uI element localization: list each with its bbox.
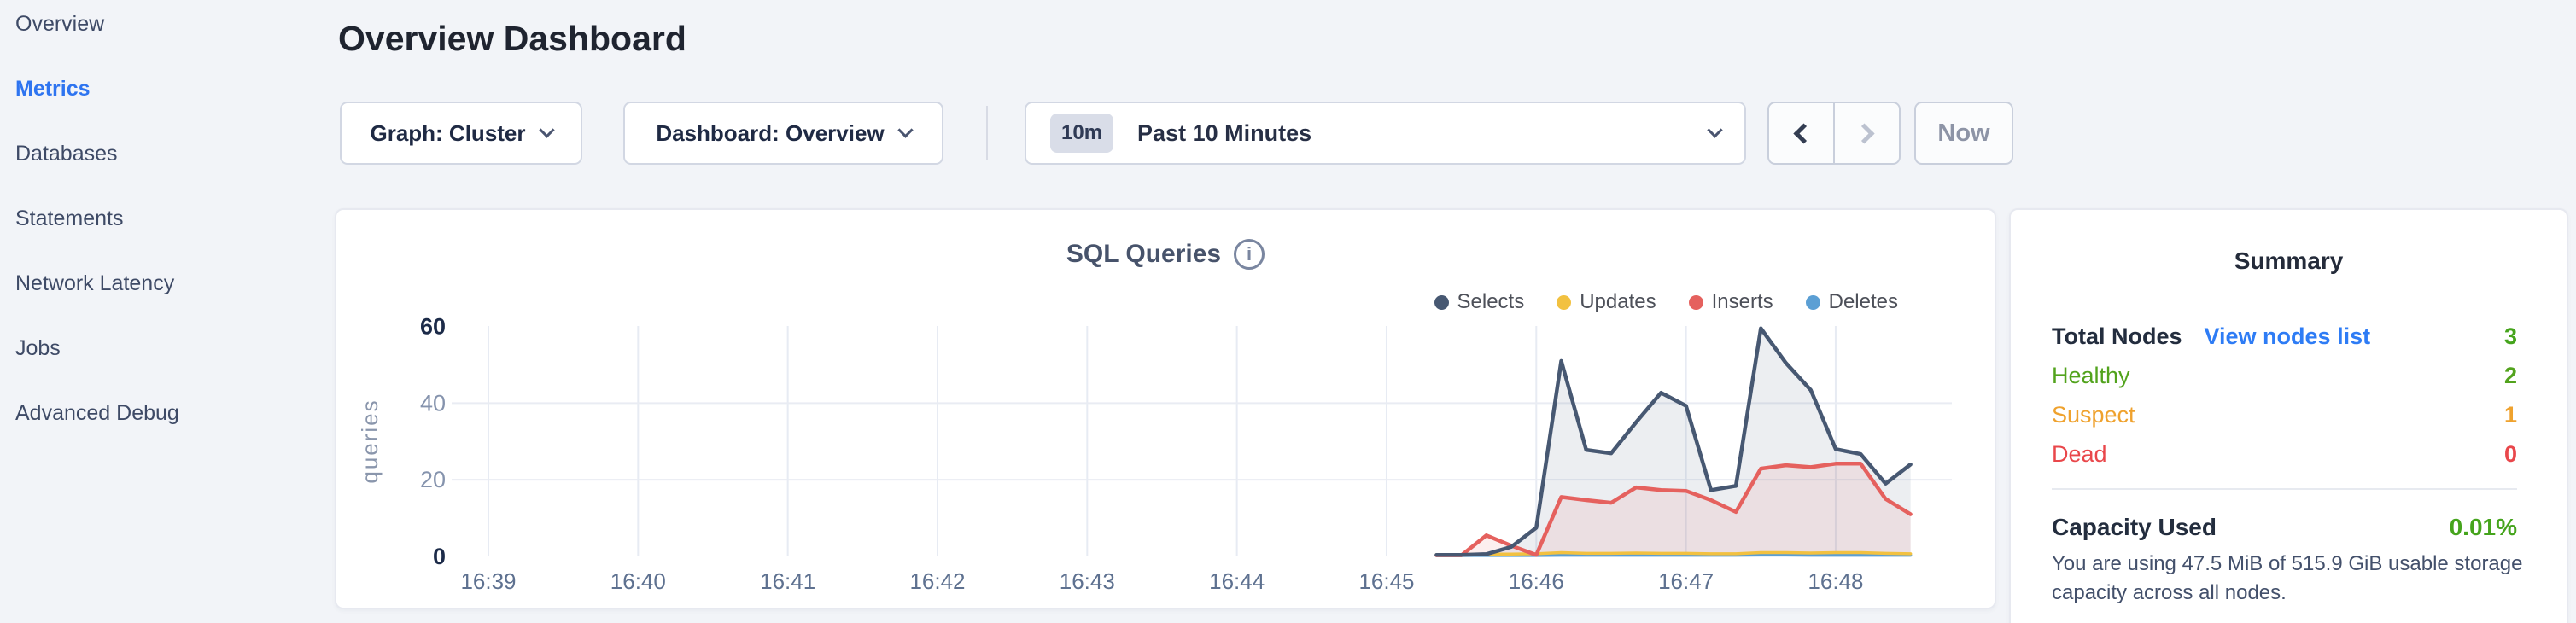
time-range-label: Past 10 Minutes <box>1137 119 1312 146</box>
x-tick-label: 16:45 <box>1358 568 1414 594</box>
x-tick-label: 16:40 <box>610 568 666 594</box>
sidebar-item-advanced-debug[interactable]: Advanced Debug <box>15 401 179 425</box>
sql-queries-chart-card: SQL Queries i Selects Updates Inserts Delet… <box>335 208 1996 609</box>
series-selects-area <box>1436 328 1911 556</box>
sidebar-item-network-latency[interactable]: Network Latency <box>15 271 175 295</box>
summary-title: Summary <box>2234 247 2344 274</box>
summary-row-dead: Dead 0 <box>2052 441 2517 468</box>
view-nodes-list-link[interactable]: View nodes list <box>2204 323 2371 349</box>
capacity-used-value: 0.01% <box>2449 514 2517 540</box>
time-next-button[interactable] <box>1835 103 1899 163</box>
y-tick-label: 0 <box>433 544 446 569</box>
chevron-down-icon <box>1707 122 1723 138</box>
series-selects-line <box>1434 326 1913 557</box>
total-nodes-value: 3 <box>2503 323 2517 349</box>
x-tick-label: 16:46 <box>1509 568 1564 594</box>
dead-label: Dead <box>2052 441 2107 467</box>
chart-legend: Selects Updates Inserts Deletes <box>1434 290 1898 314</box>
chevron-right-icon <box>1854 122 1875 144</box>
x-tick-label: 16:41 <box>760 568 815 594</box>
toolbar-divider <box>986 106 988 160</box>
sidebar-item-jobs[interactable]: Jobs <box>15 336 61 360</box>
chevron-down-icon <box>538 122 555 138</box>
chart-title-row: SQL Queries i <box>336 239 1995 270</box>
legend-label: Updates <box>1580 290 1656 313</box>
x-tick-label: 16:44 <box>1209 568 1265 594</box>
healthy-label: Healthy <box>2052 363 2130 388</box>
x-tick-label: 16:39 <box>460 568 516 594</box>
legend-dot-deletes <box>1805 294 1820 310</box>
legend-item-inserts[interactable]: Inserts <box>1688 290 1773 314</box>
y-tick-label: 60 <box>420 314 446 340</box>
legend-label: Deletes <box>1828 290 1898 313</box>
now-button[interactable]: Now <box>1914 102 2013 165</box>
y-tick-label: 40 <box>420 390 446 416</box>
legend-item-deletes[interactable]: Deletes <box>1805 290 1898 314</box>
summary-panel: Summary Total Nodes View nodes list 3 He… <box>2009 208 2568 623</box>
legend-dot-inserts <box>1688 294 1703 310</box>
sidebar: Overview Metrics Databases Statements Ne… <box>0 0 324 623</box>
page-title: Overview Dashboard <box>338 19 686 58</box>
dead-value: 0 <box>2503 441 2517 467</box>
summary-row-total-nodes: Total Nodes View nodes list 3 <box>2052 323 2517 350</box>
suspect-value: 1 <box>2503 402 2517 428</box>
summary-divider <box>2052 488 2517 490</box>
time-prev-button[interactable] <box>1769 103 1835 163</box>
y-axis-title: queries <box>357 399 383 483</box>
chart-title: SQL Queries <box>1066 240 1222 268</box>
dashboard-dropdown[interactable]: Dashboard: Overview <box>623 102 943 165</box>
legend-dot-selects <box>1434 294 1449 310</box>
graph-dropdown[interactable]: Graph: Cluster <box>340 102 582 165</box>
sql-queries-chart[interactable]: 16:39 16:40 16:41 16:42 16:43 16:44 16:45 16:46… <box>336 210 1998 611</box>
chevron-down-icon <box>897 122 914 138</box>
series-inserts-area <box>1436 463 1911 556</box>
series-updates-line <box>1434 550 1913 556</box>
legend-item-updates[interactable]: Updates <box>1557 290 1656 314</box>
suspect-label: Suspect <box>2052 402 2135 428</box>
sidebar-item-databases[interactable]: Databases <box>15 142 118 166</box>
series-inserts-line <box>1434 462 1913 557</box>
time-range-picker[interactable]: 10m Past 10 Minutes <box>1025 102 1746 165</box>
total-nodes-label: Total Nodes <box>2052 323 2182 349</box>
time-step-buttons <box>1767 102 1901 165</box>
x-tick-label: 16:43 <box>1060 568 1115 594</box>
graph-dropdown-label: Graph: Cluster <box>370 119 526 146</box>
time-range-badge: 10m <box>1050 114 1114 153</box>
capacity-description: You are using 47.5 MiB of 515.9 GiB usab… <box>2052 552 2523 604</box>
y-tick-label: 20 <box>420 467 446 492</box>
info-icon[interactable]: i <box>1234 239 1265 270</box>
x-tick-label: 16:42 <box>909 568 965 594</box>
summary-row-healthy: Healthy 2 <box>2052 363 2517 389</box>
x-tick-label: 16:48 <box>1808 568 1863 594</box>
chevron-left-icon <box>1793 122 1814 144</box>
x-tick-label: 16:47 <box>1658 568 1714 594</box>
summary-row-capacity: Capacity Used 0.01% <box>2052 514 2517 541</box>
sidebar-item-overview[interactable]: Overview <box>15 12 105 36</box>
legend-label: Selects <box>1457 290 1525 313</box>
sidebar-item-statements[interactable]: Statements <box>15 207 124 230</box>
capacity-used-label: Capacity Used <box>2052 514 2217 540</box>
healthy-value: 2 <box>2503 363 2517 388</box>
legend-item-selects[interactable]: Selects <box>1434 290 1525 314</box>
legend-dot-updates <box>1557 294 1572 310</box>
sidebar-item-metrics[interactable]: Metrics <box>15 77 91 101</box>
dashboard-dropdown-label: Dashboard: Overview <box>656 119 885 146</box>
summary-row-suspect: Suspect 1 <box>2052 402 2517 428</box>
legend-label: Inserts <box>1711 290 1773 313</box>
